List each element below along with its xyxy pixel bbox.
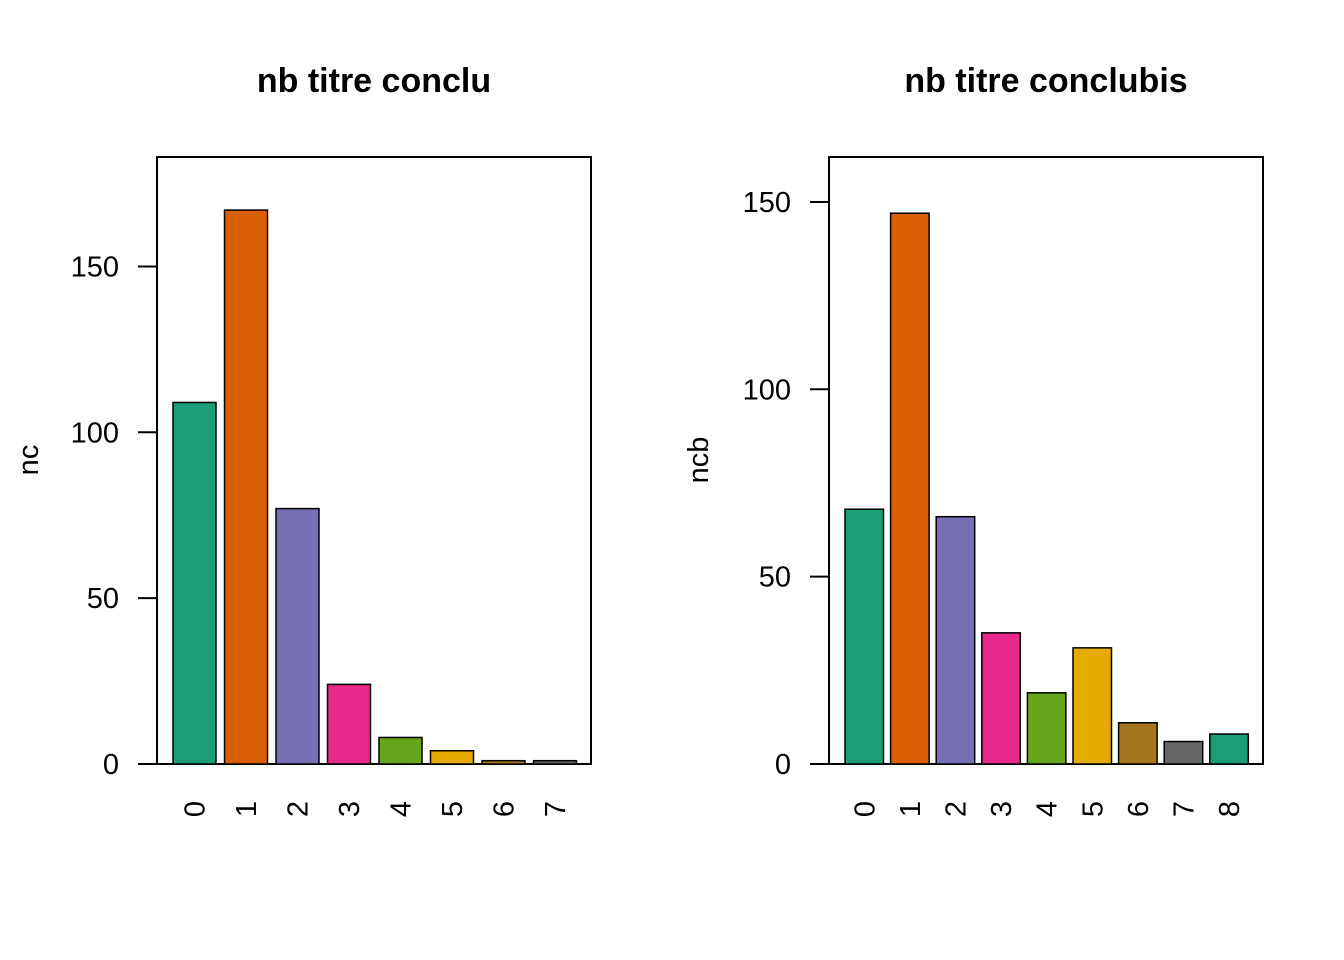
bar-7 bbox=[532, 759, 578, 765]
bar-6 bbox=[1117, 722, 1158, 765]
x-tick-label: 2 bbox=[940, 801, 972, 817]
bar-2 bbox=[935, 515, 976, 765]
bar-5 bbox=[1072, 647, 1113, 765]
y-tick-label: 150 bbox=[71, 251, 119, 283]
x-tick-label: 0 bbox=[849, 801, 881, 817]
x-tick-label: 2 bbox=[283, 801, 315, 817]
bar-2 bbox=[275, 507, 320, 765]
y-tick-label: 100 bbox=[71, 417, 119, 449]
x-tick-label: 1 bbox=[895, 801, 927, 817]
bar-4 bbox=[1026, 692, 1067, 765]
bar-4 bbox=[378, 736, 423, 765]
x-tick-label: 7 bbox=[540, 801, 572, 817]
y-axis: 0 50 100 150 bbox=[71, 251, 158, 781]
y-tick-label: 100 bbox=[743, 374, 791, 406]
bar-0 bbox=[844, 508, 885, 765]
y-tick-label: 50 bbox=[87, 583, 119, 615]
bar-1 bbox=[889, 212, 930, 765]
bar-6 bbox=[481, 759, 526, 765]
bar-5 bbox=[429, 749, 475, 765]
x-tick-label: 7 bbox=[1168, 801, 1200, 817]
chart-title: nb titre conclu bbox=[257, 62, 491, 100]
chart-panel-nb-titre-conclu: nb titre conclu nc 0 50 100 150 0 1 2 3 4 5 6 7 bbox=[13, 62, 592, 817]
bar-1 bbox=[223, 209, 269, 765]
x-tick-label: 3 bbox=[334, 801, 366, 817]
y-axis-label: ncb bbox=[683, 437, 715, 484]
x-axis: 0 1 2 3 4 5 6 7 bbox=[180, 801, 573, 817]
x-tick-label: 0 bbox=[180, 801, 212, 817]
bar-group bbox=[172, 209, 578, 765]
x-tick-label: 3 bbox=[986, 801, 1018, 817]
x-tick-label: 1 bbox=[231, 801, 263, 817]
y-tick-label: 150 bbox=[743, 187, 791, 219]
x-tick-label: 4 bbox=[386, 801, 418, 817]
chart-title: nb titre conclubis bbox=[904, 62, 1187, 100]
x-tick-label: 5 bbox=[437, 801, 469, 817]
y-axis: 0 50 100 150 bbox=[743, 187, 830, 781]
x-tick-label: 5 bbox=[1077, 801, 1109, 817]
bar-0 bbox=[172, 401, 217, 765]
y-axis-label: nc bbox=[13, 445, 45, 476]
plot-frame bbox=[156, 156, 592, 765]
bar-group bbox=[844, 212, 1250, 765]
y-tick-label: 50 bbox=[759, 562, 791, 594]
y-tick-label: 0 bbox=[775, 749, 791, 781]
x-tick-label: 6 bbox=[1123, 801, 1155, 817]
y-tick-label: 0 bbox=[103, 749, 119, 781]
bar-3 bbox=[326, 683, 372, 765]
bar-8 bbox=[1209, 733, 1250, 765]
x-tick-label: 8 bbox=[1214, 801, 1246, 817]
x-tick-label: 4 bbox=[1032, 801, 1064, 817]
x-tick-label: 6 bbox=[489, 801, 521, 817]
bar-3 bbox=[981, 632, 1022, 765]
bar-7 bbox=[1163, 740, 1204, 765]
